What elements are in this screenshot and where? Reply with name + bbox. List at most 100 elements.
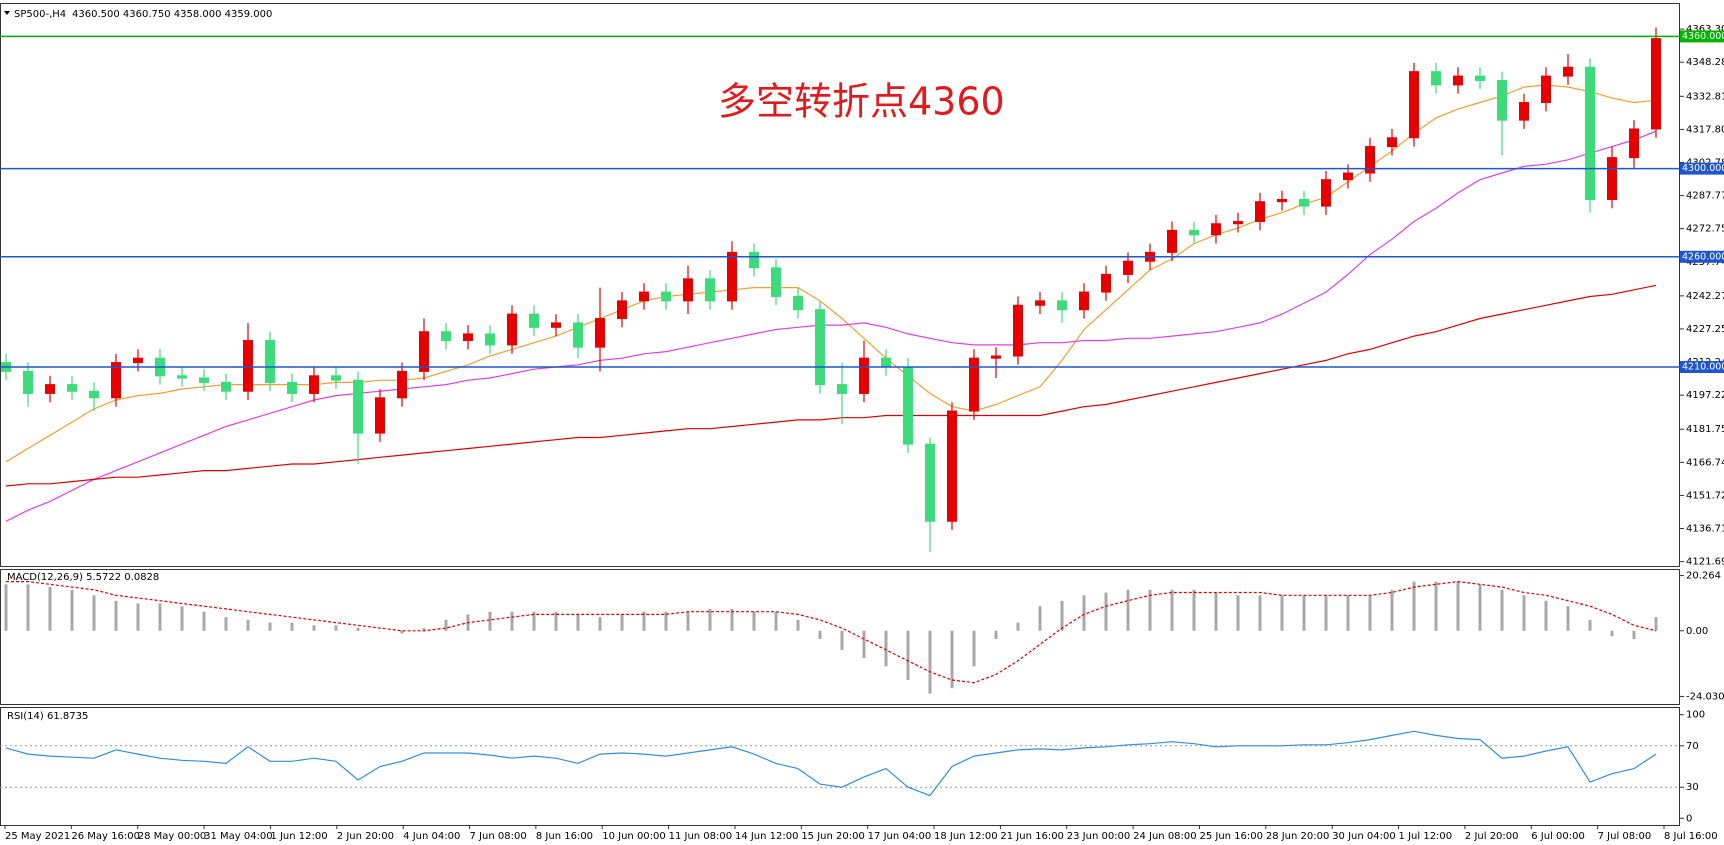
macd-bar (1236, 595, 1240, 631)
macd-bar (1302, 595, 1306, 631)
candle-body (287, 381, 297, 394)
candle-body (903, 366, 913, 445)
candle-body (705, 278, 715, 302)
macd-bar (1016, 622, 1020, 631)
candle-body (1321, 179, 1331, 207)
macd-bar (1324, 595, 1328, 631)
candle-body (199, 377, 209, 383)
macd-bar (1280, 595, 1284, 631)
candle-body (485, 333, 495, 346)
candle-body (1101, 273, 1111, 293)
candle-body (837, 384, 847, 394)
rsi-panel (0, 707, 1680, 826)
candle-body (1431, 71, 1441, 86)
y-tick-label: 4272.755 (1686, 224, 1724, 235)
x-tick-label: 25 Jun 16:00 (1199, 831, 1263, 842)
macd-bar (1566, 606, 1570, 631)
x-tick-label: 8 Jun 16:00 (536, 831, 593, 842)
candle-body (177, 375, 187, 379)
candle-body (1035, 300, 1045, 306)
quote: 4360.500 4360.750 4358.000 4359.000 (72, 9, 272, 20)
level-tag (1680, 360, 1724, 373)
candle-body (67, 384, 77, 392)
macd-bar (1632, 630, 1636, 639)
x-tick-label: 24 Jun 08:00 (1133, 831, 1197, 842)
price-panel (0, 3, 1680, 567)
macd-bar (224, 617, 228, 631)
y-tick-label: 4181.755 (1686, 424, 1724, 435)
macd-bar (598, 617, 602, 631)
signal-line (6, 580, 1657, 684)
candle-body (1123, 260, 1133, 275)
macd-bar (840, 630, 844, 650)
candle-body (265, 340, 275, 383)
candle-body (925, 443, 935, 522)
candle-body (1409, 71, 1419, 139)
candle-body (859, 357, 869, 394)
candle-body (1255, 201, 1265, 223)
candle-body (23, 370, 33, 394)
annotation: 多空转折点4360 (718, 80, 1005, 124)
y-tick-label: 30 (1686, 782, 1699, 793)
candle-body (1519, 102, 1529, 121)
macd-bar (928, 630, 932, 694)
y-tick-label: 4166.740 (1686, 457, 1724, 468)
macd-bar (334, 625, 338, 631)
level-label: 4360.000 (1682, 31, 1724, 42)
macd-bar (576, 614, 580, 631)
candle-body (771, 267, 781, 297)
x-tick-label: 2 Jun 20:00 (337, 831, 394, 842)
macd-bar (774, 611, 778, 631)
macd-bar (906, 630, 910, 680)
menu-icon[interactable] (4, 11, 10, 15)
candle-body (1387, 137, 1397, 148)
y-tick-label: 4317.800 (1686, 124, 1724, 135)
candle-body (309, 375, 319, 394)
level-tag (1680, 250, 1724, 263)
y-tick-label: 4348.285 (1686, 57, 1724, 68)
x-tick-label: 17 Jun 04:00 (868, 831, 932, 842)
candle-body (1343, 172, 1353, 181)
candle-body (969, 357, 979, 412)
macd-bar (554, 611, 558, 631)
macd-bar (510, 611, 514, 631)
x-tick-label: 18 Jun 12:00 (934, 831, 998, 842)
moving-average (5, 84, 1657, 463)
macd-bar (1170, 589, 1174, 631)
macd-bar (818, 630, 822, 639)
macd-bar (378, 630, 382, 632)
candle-body (881, 357, 891, 368)
macd-bar (1082, 595, 1086, 631)
candle-body (1475, 75, 1485, 81)
candle-body (727, 251, 737, 302)
candle-body (441, 331, 451, 342)
candle-body (1365, 146, 1375, 174)
x-tick-label: 28 May 00:00 (138, 831, 207, 842)
macd-bar (1368, 595, 1372, 631)
candle-body (1629, 128, 1639, 159)
rsi-title: RSI(14) 61.8735 (7, 711, 88, 722)
x-tick-label: 4 Jun 04:00 (403, 831, 460, 842)
candle-body (133, 357, 143, 364)
candle-body (1651, 38, 1661, 130)
x-tick-label: 28 Jun 20:00 (1266, 831, 1330, 842)
level-label: 4210.000 (1682, 361, 1724, 372)
macd-bar (246, 619, 250, 631)
y-tick-label: 4151.725 (1686, 490, 1724, 501)
candle-body (89, 390, 99, 399)
candle-body (419, 331, 429, 372)
candle-body (331, 375, 341, 381)
symbol: SP500-,H4 (14, 9, 66, 20)
macd-bar (532, 611, 536, 631)
macd-bar (752, 611, 756, 631)
y-tick-label: 20.264 (1686, 570, 1721, 581)
y-tick-label: 4227.255 (1686, 324, 1724, 335)
y-tick-label: -24.0303 (1686, 691, 1724, 702)
macd-bar (972, 630, 976, 667)
x-tick-label: 6 Jul 00:00 (1531, 831, 1585, 842)
x-tick-label: 7 Jun 08:00 (470, 831, 527, 842)
macd-bar (290, 622, 294, 631)
macd-bar (862, 630, 866, 659)
candle-body (111, 362, 121, 399)
